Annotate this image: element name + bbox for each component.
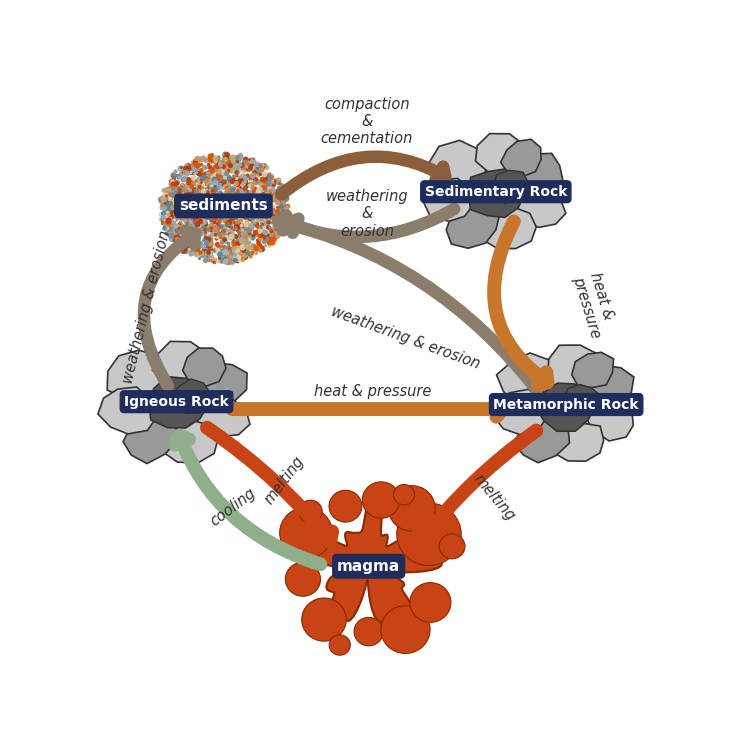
Text: heat & pressure: heat & pressure [314, 385, 431, 399]
Polygon shape [446, 206, 500, 248]
FancyArrowPatch shape [175, 436, 321, 565]
Text: weathering & erosion: weathering & erosion [121, 228, 173, 385]
Polygon shape [515, 185, 566, 228]
Text: Metamorphic Rock: Metamorphic Rock [494, 397, 639, 411]
Circle shape [389, 486, 435, 531]
FancyArrowPatch shape [281, 157, 445, 195]
Polygon shape [196, 397, 250, 436]
Text: melting: melting [262, 453, 307, 507]
Circle shape [393, 484, 414, 505]
Polygon shape [294, 489, 442, 622]
Polygon shape [424, 178, 473, 221]
Polygon shape [563, 385, 600, 414]
Polygon shape [482, 207, 536, 248]
Circle shape [397, 503, 461, 565]
Polygon shape [534, 383, 594, 431]
Polygon shape [548, 345, 600, 389]
Text: Sedimentary Rock: Sedimentary Rock [425, 185, 567, 199]
Polygon shape [587, 401, 634, 441]
Polygon shape [497, 353, 560, 405]
FancyArrowPatch shape [278, 216, 538, 391]
Circle shape [354, 618, 383, 646]
Circle shape [302, 598, 346, 641]
Polygon shape [500, 139, 541, 177]
Text: sediments: sediments [179, 198, 268, 214]
Polygon shape [494, 170, 528, 203]
Text: heat &
pressure: heat & pressure [570, 270, 620, 340]
Polygon shape [553, 423, 604, 461]
Text: melting: melting [471, 471, 518, 523]
Circle shape [381, 606, 430, 654]
Polygon shape [98, 387, 158, 434]
Polygon shape [513, 418, 569, 463]
Polygon shape [469, 169, 525, 217]
Circle shape [410, 583, 451, 622]
Polygon shape [163, 421, 218, 463]
FancyArrowPatch shape [494, 221, 547, 385]
Text: weathering & erosion: weathering & erosion [329, 304, 482, 372]
Circle shape [362, 482, 400, 518]
Polygon shape [107, 350, 169, 400]
FancyArrowPatch shape [144, 231, 195, 385]
Circle shape [299, 500, 322, 523]
Circle shape [329, 490, 362, 522]
Polygon shape [171, 379, 211, 413]
Polygon shape [194, 363, 247, 403]
FancyArrowPatch shape [232, 402, 503, 416]
Polygon shape [123, 412, 177, 464]
Text: magma: magma [337, 559, 401, 574]
FancyArrowPatch shape [207, 427, 332, 542]
Polygon shape [153, 341, 214, 387]
Circle shape [329, 635, 350, 655]
Polygon shape [183, 348, 226, 387]
Circle shape [280, 507, 333, 559]
Polygon shape [513, 153, 562, 198]
Polygon shape [429, 140, 491, 190]
Circle shape [285, 562, 321, 596]
Polygon shape [572, 352, 614, 388]
FancyArrowPatch shape [419, 430, 536, 541]
Circle shape [439, 534, 465, 559]
Polygon shape [494, 389, 547, 435]
Polygon shape [149, 377, 209, 428]
Polygon shape [476, 133, 528, 178]
Text: weathering
&
erosion: weathering & erosion [326, 189, 408, 239]
Text: Igneous Rock: Igneous Rock [124, 395, 229, 409]
Text: cooling: cooling [207, 486, 258, 529]
Polygon shape [579, 366, 634, 406]
FancyArrowPatch shape [290, 209, 454, 237]
Text: compaction
&
cementation: compaction & cementation [321, 97, 413, 147]
